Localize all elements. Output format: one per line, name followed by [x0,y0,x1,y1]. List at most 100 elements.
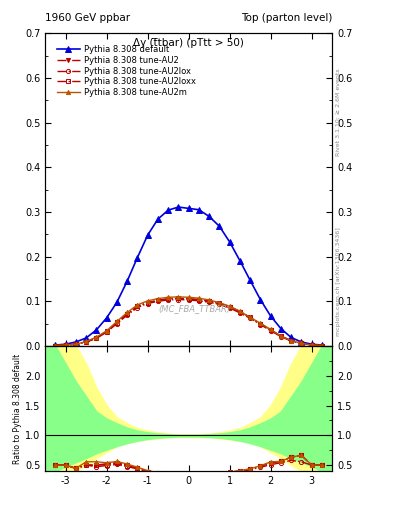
Legend: Pythia 8.308 default, Pythia 8.308 tune-AU2, Pythia 8.308 tune-AU2lox, Pythia 8.: Pythia 8.308 default, Pythia 8.308 tune-… [55,44,198,99]
Pythia 8.308 tune-AU2 [84,339,88,345]
Pythia 8.308 tune-AU2m [196,295,201,301]
Pythia 8.308 tune-AU2m [94,334,99,340]
Pythia 8.308 tune-AU2loxx [299,340,304,346]
Pythia 8.308 tune-AU2loxx [237,309,242,315]
Pythia 8.308 tune-AU2loxx [207,298,211,304]
Pythia 8.308 default [94,327,99,333]
Pythia 8.308 default [166,207,171,213]
Pythia 8.308 tune-AU2lox [289,338,294,344]
Pythia 8.308 default [217,223,222,229]
Pythia 8.308 tune-AU2m [186,294,191,301]
Pythia 8.308 tune-AU2m [207,297,211,303]
Pythia 8.308 default [299,339,304,345]
Pythia 8.308 tune-AU2lox [104,329,109,335]
Pythia 8.308 tune-AU2lox [145,301,150,307]
Pythia 8.308 tune-AU2loxx [227,304,232,310]
Pythia 8.308 tune-AU2loxx [135,303,140,309]
Pythia 8.308 tune-AU2m [299,340,304,346]
Pythia 8.308 default [227,239,232,245]
Pythia 8.308 tune-AU2lox [309,342,314,348]
Line: Pythia 8.308 tune-AU2lox: Pythia 8.308 tune-AU2lox [53,297,324,348]
Pythia 8.308 tune-AU2m [135,302,140,308]
Pythia 8.308 default [53,342,58,348]
Pythia 8.308 tune-AU2lox [115,321,119,327]
Pythia 8.308 tune-AU2loxx [309,342,314,348]
Pythia 8.308 tune-AU2loxx [156,297,160,304]
Pythia 8.308 tune-AU2 [309,342,314,348]
Pythia 8.308 default [237,258,242,264]
Pythia 8.308 default [309,341,314,347]
Pythia 8.308 tune-AU2m [320,343,324,349]
Pythia 8.308 tune-AU2m [289,337,294,344]
Pythia 8.308 tune-AU2lox [258,322,263,328]
Pythia 8.308 default [289,334,294,340]
Pythia 8.308 tune-AU2 [237,309,242,315]
Pythia 8.308 default [258,296,263,303]
Pythia 8.308 tune-AU2m [73,341,78,347]
Pythia 8.308 default [135,254,140,261]
Pythia 8.308 tune-AU2 [186,296,191,302]
Pythia 8.308 tune-AU2lox [186,297,191,303]
Pythia 8.308 tune-AU2lox [125,312,130,318]
Pythia 8.308 tune-AU2lox [84,339,88,345]
Pythia 8.308 tune-AU2loxx [248,314,252,321]
Pythia 8.308 tune-AU2m [279,333,283,339]
Pythia 8.308 default [186,205,191,211]
Y-axis label: Ratio to Pythia 8.308 default: Ratio to Pythia 8.308 default [13,353,22,464]
Pythia 8.308 tune-AU2m [145,298,150,304]
Pythia 8.308 tune-AU2 [135,303,140,309]
Pythia 8.308 tune-AU2 [279,333,283,339]
Pythia 8.308 tune-AU2 [299,340,304,346]
Pythia 8.308 tune-AU2lox [279,333,283,339]
Pythia 8.308 tune-AU2m [125,309,130,315]
Pythia 8.308 tune-AU2loxx [145,300,150,306]
Pythia 8.308 tune-AU2lox [176,296,181,303]
Pythia 8.308 default [156,216,160,222]
Pythia 8.308 default [73,339,78,345]
Pythia 8.308 tune-AU2lox [63,342,68,348]
Text: mcplots.cern.ch [arXiv:1306.3436]: mcplots.cern.ch [arXiv:1306.3436] [336,227,341,336]
Pythia 8.308 tune-AU2loxx [94,335,99,341]
Text: Top (parton level): Top (parton level) [241,13,332,23]
Pythia 8.308 tune-AU2m [176,294,181,300]
Pythia 8.308 tune-AU2loxx [320,343,324,349]
Pythia 8.308 tune-AU2 [258,321,263,327]
Pythia 8.308 tune-AU2lox [248,315,252,322]
Pythia 8.308 tune-AU2lox [94,335,99,342]
Pythia 8.308 tune-AU2lox [299,340,304,347]
Pythia 8.308 default [84,335,88,341]
Pythia 8.308 tune-AU2loxx [217,300,222,306]
Pythia 8.308 tune-AU2 [53,343,58,349]
Pythia 8.308 tune-AU2m [227,303,232,309]
Pythia 8.308 default [320,342,324,348]
Pythia 8.308 tune-AU2lox [320,343,324,349]
Pythia 8.308 tune-AU2loxx [166,295,171,302]
Pythia 8.308 tune-AU2m [84,338,88,345]
Pythia 8.308 tune-AU2loxx [268,327,273,333]
Pythia 8.308 default [207,214,211,220]
Pythia 8.308 tune-AU2 [207,298,211,304]
Pythia 8.308 default [125,278,130,284]
Pythia 8.308 tune-AU2loxx [176,295,181,301]
Pythia 8.308 tune-AU2loxx [186,295,191,302]
Pythia 8.308 default [279,326,283,332]
Text: Δy (t̅tbar) (pTtt > 50): Δy (t̅tbar) (pTtt > 50) [133,38,244,48]
Pythia 8.308 tune-AU2lox [237,310,242,316]
Pythia 8.308 tune-AU2 [248,315,252,321]
Pythia 8.308 tune-AU2 [156,297,160,304]
Pythia 8.308 default [63,341,68,347]
Pythia 8.308 tune-AU2lox [53,343,58,349]
Pythia 8.308 tune-AU2loxx [63,342,68,348]
Pythia 8.308 tune-AU2m [156,295,160,302]
Pythia 8.308 tune-AU2lox [268,328,273,334]
Pythia 8.308 tune-AU2m [53,343,58,349]
Pythia 8.308 tune-AU2m [309,342,314,348]
Pythia 8.308 tune-AU2 [176,295,181,302]
Pythia 8.308 tune-AU2 [73,341,78,347]
Pythia 8.308 tune-AU2m [166,294,171,301]
Pythia 8.308 tune-AU2loxx [196,296,201,303]
Pythia 8.308 tune-AU2m [248,314,252,321]
Pythia 8.308 tune-AU2m [104,328,109,334]
Pythia 8.308 tune-AU2loxx [289,337,294,344]
Line: Pythia 8.308 tune-AU2m: Pythia 8.308 tune-AU2m [53,295,324,348]
